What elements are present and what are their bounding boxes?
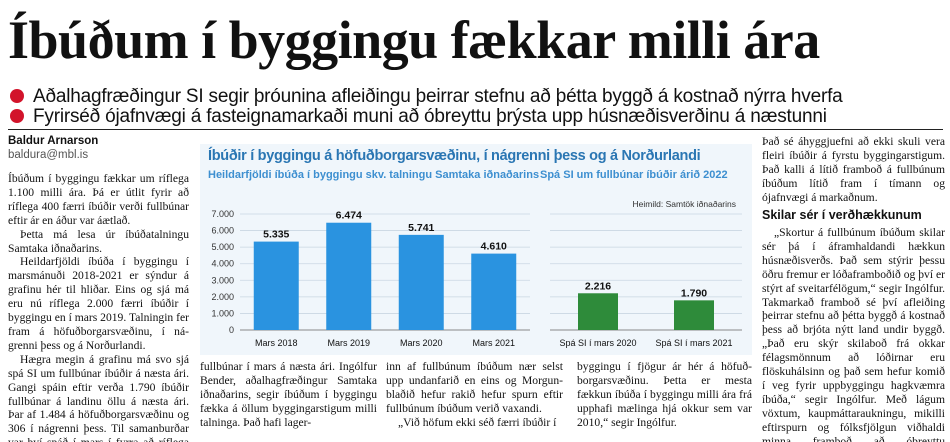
paragraph: „Skortur á fullbúnum íbúðum skil­ar sér … [762, 226, 945, 442]
x-tick-label: Mars 2020 [400, 338, 443, 348]
chart-title: Íbúðir í byggingu á höfuðborgarsvæðinu, … [208, 148, 701, 164]
y-tick-label: 4.000 [211, 259, 234, 269]
paragraph: Íbúðum í byggingu fækkar um rífle­ga 1.1… [8, 172, 189, 227]
chart-subtitle-right: Spá SI um fullbúnar íbúðir árið 2022 [540, 169, 728, 181]
x-tick-label: Spá SI í mars 2021 [655, 338, 732, 348]
bar-value-label: 6.474 [336, 210, 362, 222]
paragraph: fullbúnar í mars á næsta ári. Ing­ólfur … [200, 360, 377, 429]
bar [253, 241, 299, 330]
headline: Íbúðum í byggingu fækkar milli ára [8, 10, 820, 70]
bullet-dot-icon [10, 89, 24, 103]
paragraph: Þetta má lesa úr íbúðatalningu Samtaka i… [8, 227, 189, 255]
divider [8, 129, 943, 130]
paragraph: Það sé áhyggjuefni að ekki skuli vera fl… [762, 135, 945, 204]
bar [398, 234, 444, 330]
x-tick-label: Mars 2019 [327, 338, 370, 348]
bar-chart: 0 1.000 2.000 3.000 4.000 5.000 6.000 7.000 5.33… [211, 209, 742, 348]
author-email[interactable]: baldura@mbl.is [8, 149, 89, 161]
chart-subtitle-left: Heildarfjöldi íbúða í byggingu skv. taln… [208, 169, 540, 181]
column-5-bottom: „Skortur á fullbúnum íbúðum skil­ar sér … [762, 226, 945, 442]
author-name: Baldur Arnarson [8, 135, 99, 147]
x-tick-label: Mars 2021 [472, 338, 515, 348]
y-tick-label: 5.000 [211, 242, 234, 252]
bar-value-label: 2.216 [585, 280, 611, 292]
bullet-2: Fyrirséð ójafnvægi á fasteignamarkaði mu… [10, 107, 945, 127]
paragraph: „Við höfum ekki séð færri íbúðir í [398, 415, 557, 429]
paragraph: Hægra megin á grafinu má svo sjá spá SI … [8, 352, 189, 442]
y-tick-label: 3.000 [211, 275, 234, 285]
bar [326, 222, 372, 330]
y-tick-label: 1.000 [211, 308, 234, 318]
y-tick-label: 2.000 [211, 292, 234, 302]
bar-value-label: 1.790 [681, 287, 707, 299]
bar-value-label: 5.741 [408, 222, 434, 234]
paragraph: inn af fullbúnum íbúðum nær selst upp un… [386, 360, 563, 415]
bullet-2-text: Fyrirséð ójafnvægi á fasteignamarkaði mu… [33, 106, 827, 127]
paragraph: byggingu í fjögur ár hér á höfuð­borgars… [577, 360, 752, 429]
column-4: byggingu í fjögur ár hér á höfuð­borgars… [577, 360, 752, 430]
bar-value-label: 4.610 [481, 241, 507, 253]
column-2: fullbúnar í mars á næsta ári. Ing­ólfur … [200, 360, 377, 430]
x-tick-label: Mars 2018 [255, 338, 298, 348]
bar-value-label: 5.335 [263, 229, 289, 241]
bar [674, 300, 714, 330]
y-tick-label: 0 [229, 325, 234, 335]
subheading: Skilar sér í verðhækkunum [762, 208, 922, 222]
x-tick-label: Spá SI í mars 2020 [559, 338, 636, 348]
chart-panel: Íbúðir í byggingu á höfuðborgarsvæðinu, … [200, 144, 752, 355]
chart-source: Heimild: Samtök iðnaðarins [632, 199, 736, 209]
y-tick-label: 6.000 [211, 226, 234, 236]
bullet-1: Aðalhagfræðingur SI segir þróunina aflei… [10, 87, 945, 107]
bullet-dot-icon [10, 109, 24, 123]
bullet-1-text: Aðalhagfræðingur SI segir þróunina aflei… [33, 86, 843, 107]
column-1: Íbúðum í byggingu fækkar um rífle­ga 1.1… [8, 172, 189, 442]
paragraph: Heildarfjöldi íbúða í byggingu í marsmán… [8, 255, 189, 352]
bar [578, 293, 618, 330]
bar [471, 253, 517, 330]
column-5-top: Það sé áhyggjuefni að ekki skuli vera fl… [762, 135, 945, 205]
y-tick-label: 7.000 [211, 209, 234, 219]
column-3: inn af fullbúnum íbúðum nær selst upp un… [386, 360, 563, 430]
